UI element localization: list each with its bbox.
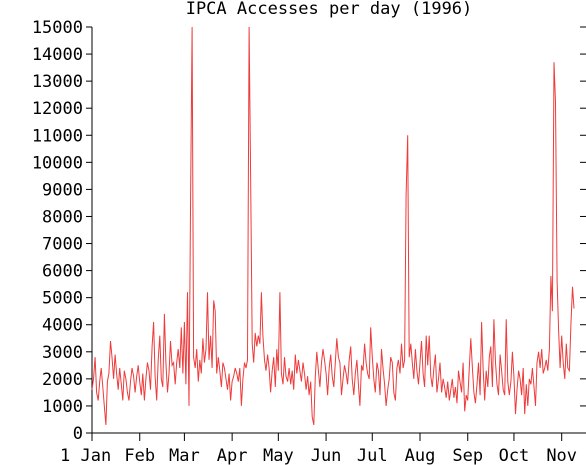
y-tick-label: 7000 bbox=[42, 235, 83, 255]
y-tick-label: 8000 bbox=[42, 207, 83, 227]
x-tick-label: Nov bbox=[546, 446, 577, 465]
y-tick-label: 9000 bbox=[42, 180, 83, 200]
series-line-0 bbox=[91, 26, 575, 425]
y-tick-label: 14000 bbox=[32, 45, 83, 65]
y-tick-label: 3000 bbox=[42, 343, 83, 363]
y-tick-label: 11000 bbox=[32, 126, 83, 146]
chart-title: IPCA Accesses per day (1996) bbox=[186, 0, 473, 19]
x-tick-label: Aug bbox=[405, 446, 436, 465]
y-tick-label: 15000 bbox=[32, 18, 83, 38]
y-tick-label: 4000 bbox=[42, 316, 83, 336]
x-tick-label: 1 Jan bbox=[60, 446, 111, 465]
axes: 0 1000 2000 3000 4000 5000 6000 7000 8000 9000 100… bbox=[32, 18, 586, 465]
y-tick-label: 13000 bbox=[32, 72, 83, 92]
y-tick-label: 2000 bbox=[42, 370, 83, 390]
x-tick-label: Jul bbox=[357, 446, 388, 465]
y-tick-label: 6000 bbox=[42, 262, 83, 282]
x-tick-label: Sep bbox=[452, 446, 483, 465]
x-tick-label: Apr bbox=[217, 446, 248, 465]
x-tick-label: May bbox=[263, 446, 294, 465]
y-tick-label: 10000 bbox=[32, 153, 83, 173]
x-tick-label: Feb bbox=[124, 446, 155, 465]
y-tick-label: 0 bbox=[73, 424, 83, 444]
x-tick-label: Mar bbox=[169, 446, 200, 465]
series-layer bbox=[91, 26, 575, 425]
x-tick-label: Jun bbox=[311, 446, 342, 465]
y-tick-label: 1000 bbox=[42, 397, 83, 417]
y-tick-label: 12000 bbox=[32, 99, 83, 119]
y-tick-label: 5000 bbox=[42, 289, 83, 309]
x-tick-label: Oct bbox=[499, 446, 530, 465]
